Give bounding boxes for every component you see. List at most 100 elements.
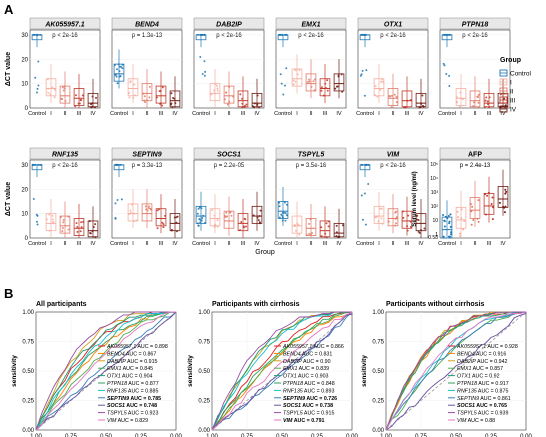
- data-point: [128, 96, 131, 99]
- legend-auc: AUC = 0.885: [127, 388, 159, 394]
- x-tick-label: Control: [438, 241, 456, 247]
- data-point: [292, 83, 295, 86]
- y-tick-label: 0.00: [22, 428, 34, 434]
- data-point: [63, 87, 66, 90]
- box-iii: [155, 208, 167, 227]
- data-point: [91, 102, 94, 105]
- data-point: [503, 211, 506, 214]
- y-tick-label: 0: [25, 106, 29, 112]
- y-tick-label: 0.50: [22, 369, 34, 375]
- data-point: [416, 214, 419, 217]
- box-i: [45, 78, 57, 97]
- roc-curve: [35, 311, 176, 431]
- data-point: [460, 208, 463, 211]
- x-tick-label: Control: [110, 111, 128, 117]
- x-tick-label: IV: [418, 241, 424, 247]
- data-point: [45, 218, 48, 221]
- data-point: [324, 86, 327, 89]
- data-point: [67, 215, 70, 218]
- data-point: [143, 95, 146, 98]
- data-point: [94, 223, 97, 226]
- data-point: [202, 214, 205, 217]
- data-point: [456, 100, 459, 103]
- box-iv: [497, 92, 509, 108]
- p-value: p < 2e-16: [216, 33, 242, 39]
- data-point: [422, 104, 425, 107]
- data-point: [196, 212, 199, 215]
- data-point: [40, 163, 43, 166]
- legend-item: OTX1 AUC = 0.904: [107, 374, 153, 380]
- data-point: [198, 206, 201, 209]
- data-point: [91, 95, 94, 98]
- data-point: [253, 102, 256, 105]
- x-tick-label: III: [77, 241, 82, 247]
- x-tick-label: IV: [90, 241, 96, 247]
- x-tick-label: IV: [500, 111, 506, 117]
- y-tick-label: 0: [25, 236, 29, 242]
- y-tick-label: 1: [435, 232, 438, 238]
- x-tick-label: II: [309, 111, 313, 117]
- data-point: [406, 99, 409, 102]
- data-point: [503, 97, 506, 100]
- data-point: [259, 209, 262, 212]
- data-point: [281, 33, 284, 36]
- data-point: [133, 219, 136, 222]
- legend-item: AK055957.1 AUC = 0.928: [456, 344, 518, 350]
- y-tick-label: 10: [21, 82, 28, 88]
- data-point: [504, 106, 507, 109]
- x-tick-label: IV: [172, 241, 178, 247]
- data-point: [197, 224, 200, 227]
- data-point: [164, 214, 167, 217]
- data-point: [79, 98, 82, 101]
- data-point: [203, 33, 206, 36]
- x-tick-label: I: [460, 111, 462, 117]
- gene-name: PTPN18: [462, 22, 489, 29]
- data-point: [448, 74, 451, 77]
- legend-item: SEPTIN9 AUC = 0.861: [457, 396, 511, 402]
- data-point: [407, 214, 410, 217]
- roc-curve: [385, 311, 527, 431]
- data-point: [421, 94, 424, 97]
- data-point: [313, 78, 316, 81]
- data-point: [446, 217, 449, 220]
- data-point: [258, 221, 261, 224]
- p-value: p = 1.3e-13: [132, 33, 163, 39]
- roc-curve: [35, 311, 176, 431]
- roc-curve: [385, 311, 526, 431]
- data-point: [144, 205, 147, 208]
- legend-auc: AUC = 0.738: [301, 403, 333, 409]
- y-axis-title: sensitivity: [361, 355, 368, 387]
- data-point: [490, 202, 493, 205]
- data-point: [359, 74, 362, 77]
- data-point: [477, 106, 480, 109]
- data-point: [395, 101, 398, 104]
- box-iv: [251, 92, 263, 108]
- data-point: [92, 226, 95, 229]
- data-point: [199, 33, 202, 36]
- data-point: [162, 226, 165, 229]
- box-iii: [237, 213, 249, 232]
- data-point: [74, 105, 77, 108]
- data-point: [213, 89, 216, 92]
- legend-item: PTPN18 AUC = 0.877: [107, 381, 159, 387]
- x-tick-label: III: [323, 241, 328, 247]
- data-point: [52, 222, 55, 225]
- legend-gene: EMX1: [457, 366, 471, 372]
- data-point: [360, 163, 363, 166]
- data-point: [462, 228, 465, 231]
- x-tick-label: I: [378, 241, 380, 247]
- legend-auc: AUC = 0.877: [127, 381, 159, 387]
- data-point: [409, 99, 412, 102]
- gene-name: BEND4: [135, 22, 159, 29]
- x-tick-label: 1.00: [380, 434, 392, 437]
- data-point: [39, 33, 42, 36]
- data-point: [361, 218, 364, 221]
- box-iii: [73, 88, 85, 106]
- legend-auc: AUC = 0.831: [301, 351, 333, 357]
- data-point: [381, 222, 384, 225]
- data-point: [118, 65, 121, 68]
- data-point: [196, 33, 199, 36]
- x-tick-label: III: [487, 111, 492, 117]
- data-point: [477, 220, 480, 223]
- y-tick-label: 0.75: [198, 340, 210, 346]
